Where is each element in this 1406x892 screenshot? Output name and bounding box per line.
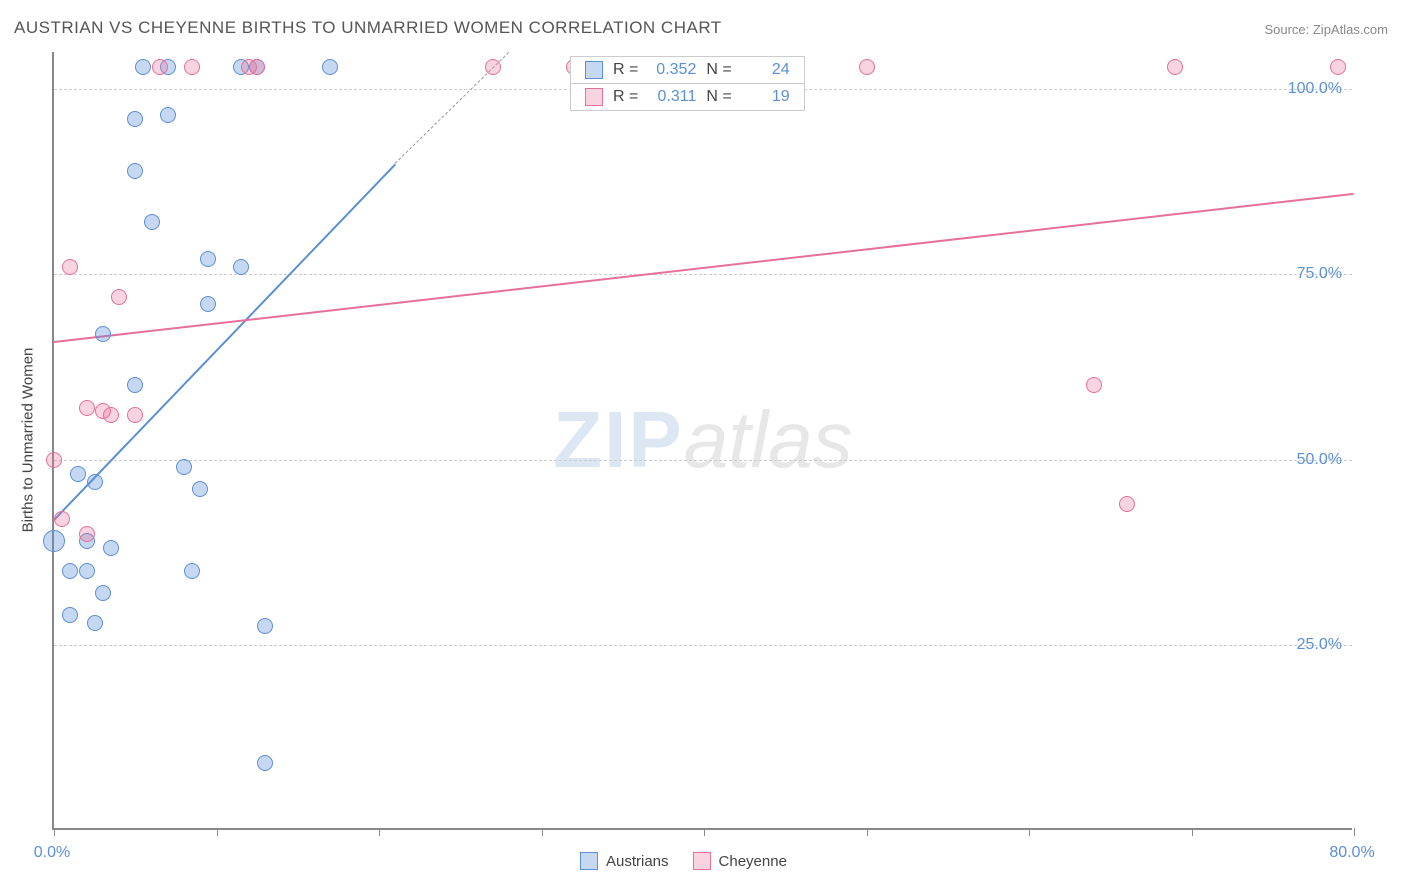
data-point (184, 563, 200, 579)
x-tick (1192, 828, 1193, 836)
data-point (62, 563, 78, 579)
x-tick (1029, 828, 1030, 836)
data-point (1119, 496, 1135, 512)
source-label: Source: (1264, 22, 1312, 37)
data-point (127, 163, 143, 179)
x-tick-label: 80.0% (1329, 844, 1374, 862)
watermark-atlas: atlas (684, 395, 853, 484)
y-tick-label: 100.0% (1288, 80, 1342, 98)
legend-swatch-cheyenne (693, 852, 711, 870)
x-tick (217, 828, 218, 836)
data-point (144, 214, 160, 230)
legend-swatch-austrians (580, 852, 598, 870)
n-label: N = (706, 88, 731, 106)
data-point (95, 326, 111, 342)
data-point (1167, 59, 1183, 75)
data-point (152, 59, 168, 75)
x-tick (867, 828, 868, 836)
source-attribution: Source: ZipAtlas.com (1264, 22, 1388, 37)
data-point (192, 481, 208, 497)
data-point (95, 585, 111, 601)
data-point (127, 407, 143, 423)
data-point (160, 107, 176, 123)
data-point (87, 615, 103, 631)
data-point (859, 59, 875, 75)
legend-row-cheyenne: R = 0.311 N = 19 (571, 84, 804, 110)
correlation-legend: R = 0.352 N = 24 R = 0.311 N = 19 (570, 56, 805, 111)
chart-title: AUSTRIAN VS CHEYENNE BIRTHS TO UNMARRIED… (14, 18, 722, 38)
x-tick (54, 828, 55, 836)
data-point (54, 511, 70, 527)
y-tick-label: 50.0% (1297, 451, 1342, 469)
y-tick-label: 25.0% (1297, 636, 1342, 654)
data-point (200, 251, 216, 267)
x-tick (379, 828, 380, 836)
x-tick (1354, 828, 1355, 836)
data-point (79, 400, 95, 416)
watermark: ZIPatlas (553, 394, 852, 486)
data-point (176, 459, 192, 475)
data-point (111, 289, 127, 305)
trendline (54, 193, 1354, 343)
data-point (62, 259, 78, 275)
trendline (53, 163, 396, 520)
scatter-plot-area: ZIPatlas 25.0% 50.0% 75.0% 100.0% (52, 52, 1352, 830)
data-point (257, 755, 273, 771)
gridline (54, 645, 1352, 646)
legend-row-austrians: R = 0.352 N = 24 (571, 57, 804, 84)
data-point (103, 407, 119, 423)
data-point (127, 377, 143, 393)
data-point (79, 526, 95, 542)
data-point (79, 563, 95, 579)
y-axis-label: Births to Unmarried Women (20, 348, 37, 533)
data-point (127, 111, 143, 127)
legend-swatch-austrians (585, 61, 603, 79)
legend-item-cheyenne: Cheyenne (693, 852, 787, 870)
gridline (54, 460, 1352, 461)
data-point (46, 452, 62, 468)
x-tick (704, 828, 705, 836)
data-point (1086, 377, 1102, 393)
data-point (103, 540, 119, 556)
x-tick-label: 0.0% (34, 844, 70, 862)
data-point (70, 466, 86, 482)
data-point (135, 59, 151, 75)
r-label: R = (613, 61, 638, 79)
data-point (233, 259, 249, 275)
r-value-austrians: 0.352 (648, 61, 696, 79)
y-tick-label: 75.0% (1297, 265, 1342, 283)
data-point (1330, 59, 1346, 75)
data-point (322, 59, 338, 75)
source-name: ZipAtlas.com (1313, 22, 1388, 37)
n-value-cheyenne: 19 (742, 88, 790, 106)
data-point (43, 530, 65, 552)
gridline (54, 274, 1352, 275)
legend-label-austrians: Austrians (606, 853, 669, 870)
legend-swatch-cheyenne (585, 88, 603, 106)
r-value-cheyenne: 0.311 (648, 88, 696, 106)
x-tick (542, 828, 543, 836)
data-point (62, 607, 78, 623)
legend-label-cheyenne: Cheyenne (719, 853, 787, 870)
watermark-zip: ZIP (553, 395, 683, 484)
legend-item-austrians: Austrians (580, 852, 669, 870)
series-legend: Austrians Cheyenne (580, 852, 787, 870)
data-point (485, 59, 501, 75)
r-label: R = (613, 88, 638, 106)
data-point (257, 618, 273, 634)
data-point (184, 59, 200, 75)
data-point (249, 59, 265, 75)
n-value-austrians: 24 (742, 61, 790, 79)
n-label: N = (706, 61, 731, 79)
data-point (200, 296, 216, 312)
data-point (87, 474, 103, 490)
